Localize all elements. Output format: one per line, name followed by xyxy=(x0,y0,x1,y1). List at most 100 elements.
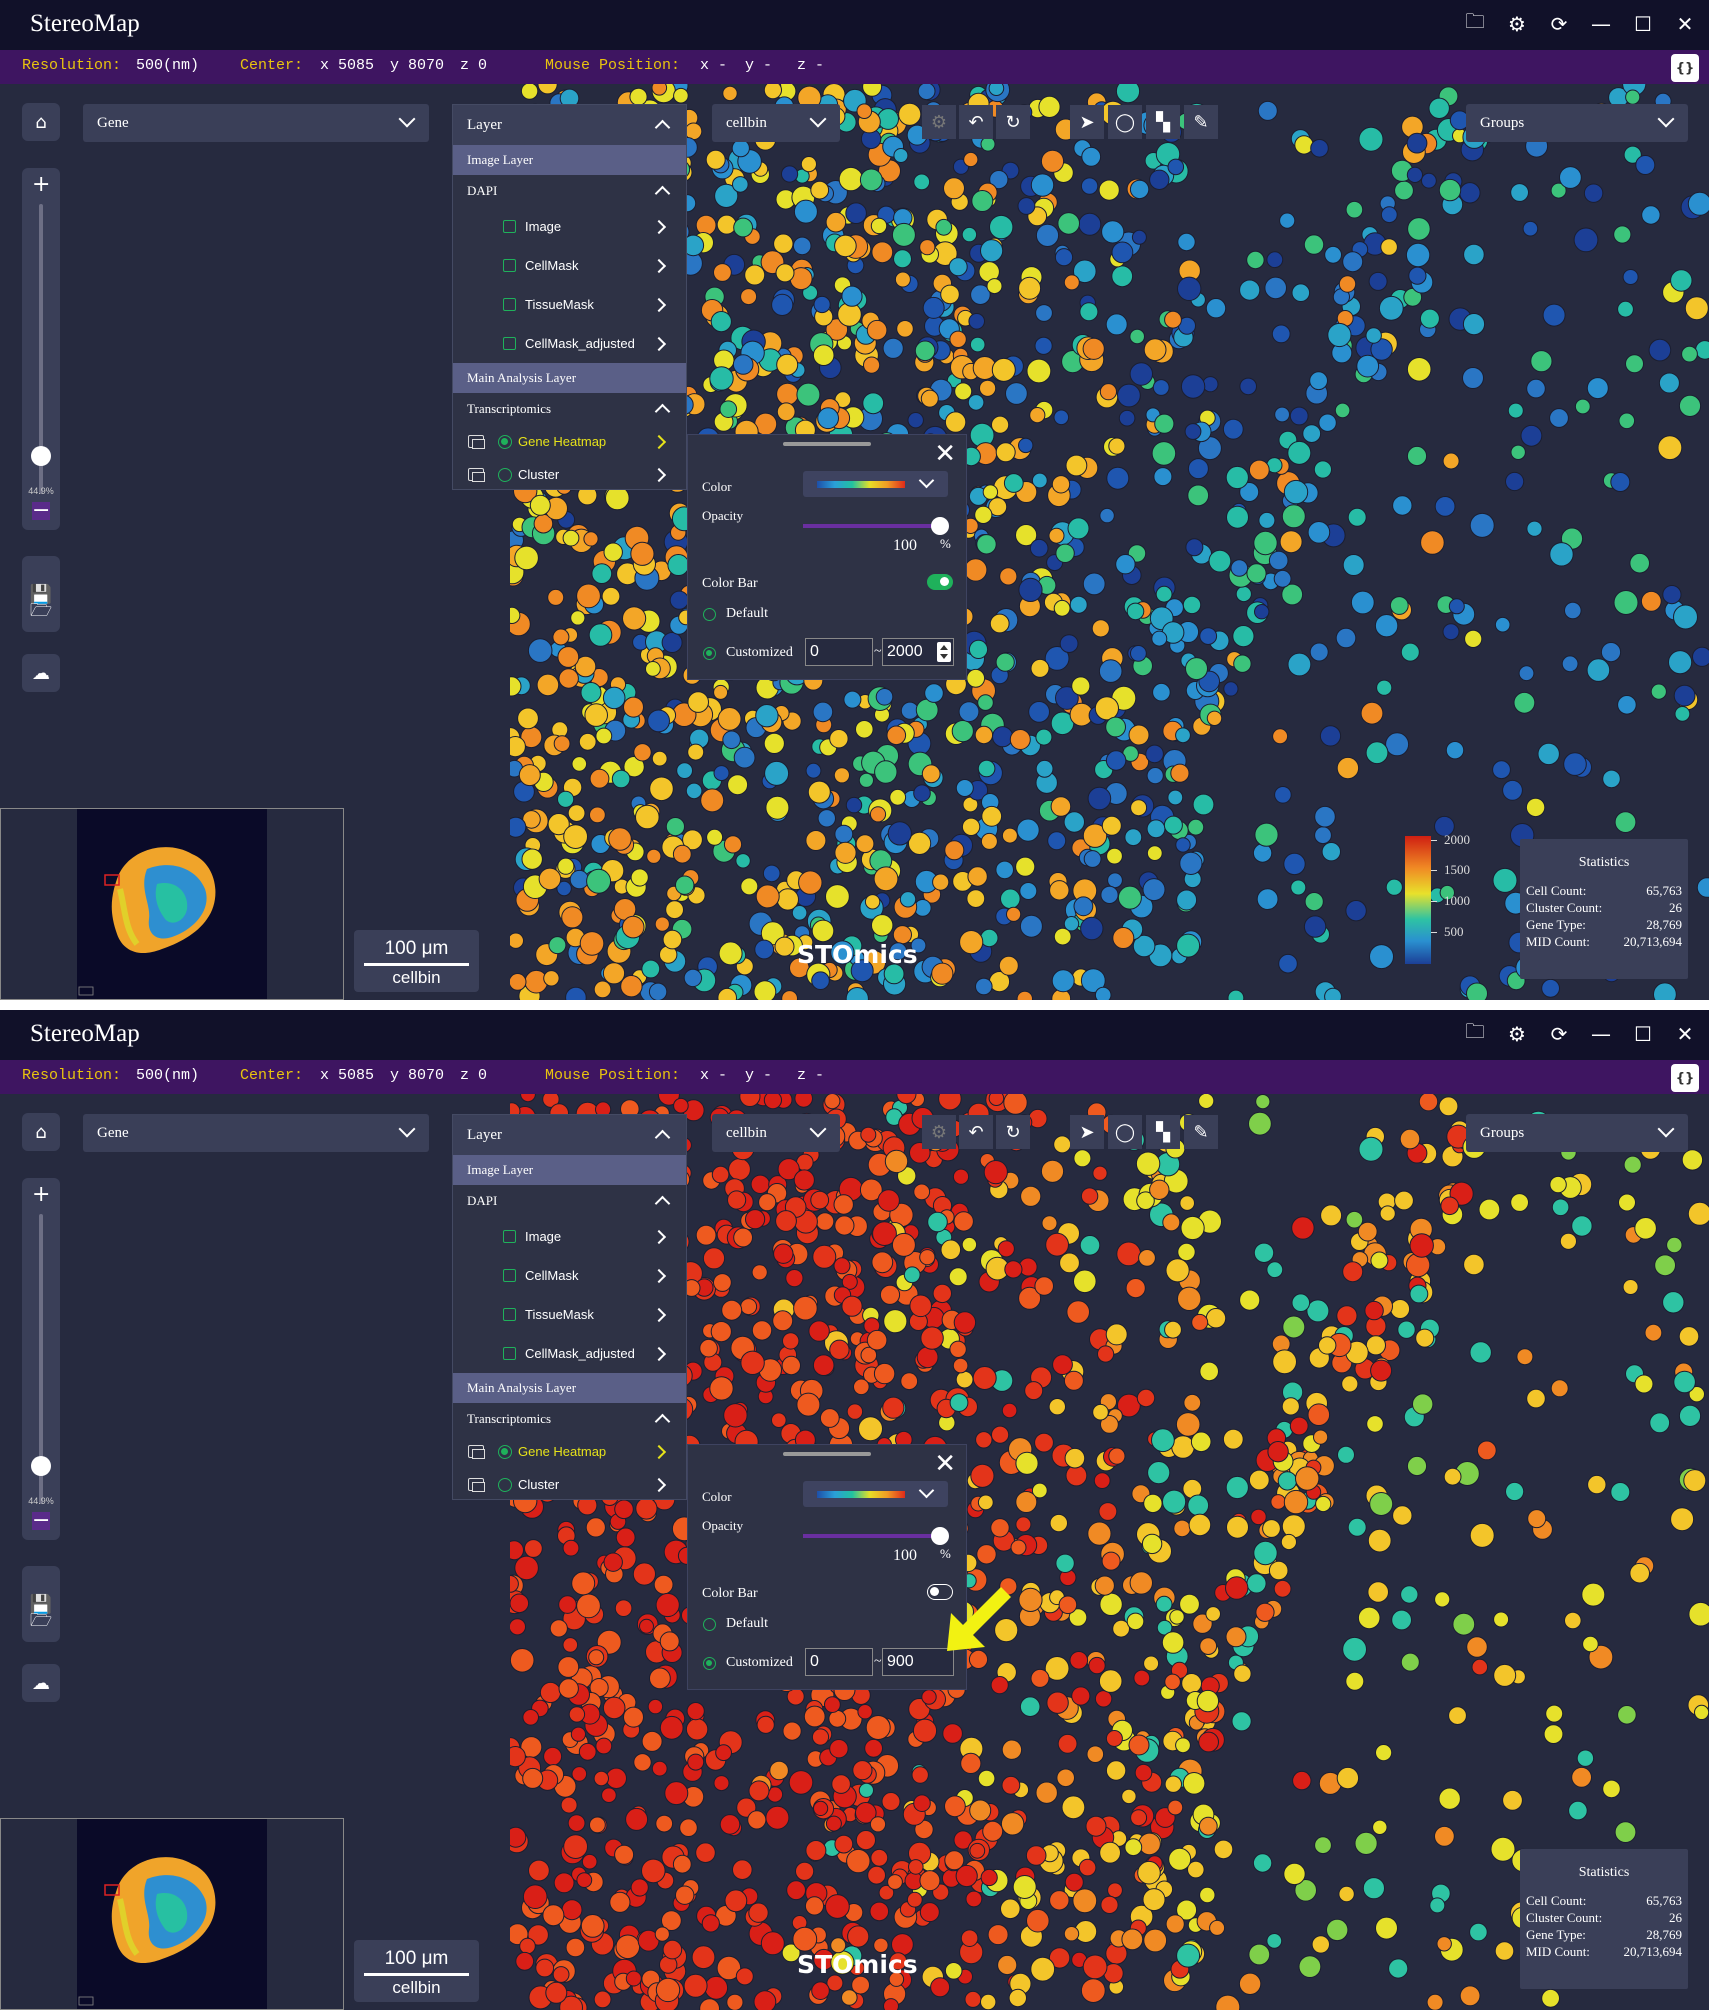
radio-unselected[interactable] xyxy=(498,1477,512,1492)
chevron-right-icon[interactable] xyxy=(651,1229,667,1244)
ruler-icon[interactable]: ✎ xyxy=(1184,105,1218,139)
zoom-out-icon[interactable]: − xyxy=(32,1508,51,1533)
gene-dropdown[interactable]: Gene xyxy=(83,104,429,142)
chevron-right-icon[interactable] xyxy=(651,1268,667,1283)
gene-heatmap-canvas[interactable] xyxy=(510,84,1709,1000)
radio-selected[interactable] xyxy=(498,434,512,449)
zoom-in-icon[interactable]: + xyxy=(32,172,51,197)
gene-dropdown[interactable]: Gene xyxy=(83,1114,429,1152)
range-max-input[interactable]: 900 xyxy=(882,1648,954,1676)
lasso-icon[interactable]: ◯ xyxy=(1108,105,1142,139)
drag-handle[interactable] xyxy=(783,442,871,446)
close-icon[interactable]: ✕ xyxy=(934,1449,956,1479)
code-icon[interactable]: {} xyxy=(1671,54,1699,82)
transcriptomics-group[interactable]: Transcriptomics xyxy=(453,393,686,425)
maximize-icon[interactable]: ☐ xyxy=(1634,12,1652,36)
settings-icon[interactable]: ⚙ xyxy=(922,105,956,139)
customized-radio[interactable] xyxy=(703,1657,716,1670)
chevron-right-icon[interactable] xyxy=(651,297,667,312)
redo-icon[interactable]: ↻ xyxy=(996,105,1030,139)
checkbox[interactable] xyxy=(503,337,516,350)
cell-map[interactable] xyxy=(510,84,1709,1000)
close-icon[interactable]: ✕ xyxy=(934,439,956,469)
zoom-out-icon[interactable]: − xyxy=(32,498,51,523)
layer-item-image[interactable]: Image xyxy=(453,207,686,246)
checkbox[interactable] xyxy=(503,298,516,311)
dapi-group[interactable]: DAPI xyxy=(453,1185,686,1217)
customized-radio[interactable] xyxy=(703,647,716,660)
rectangle-select-icon[interactable]: ▚ xyxy=(1146,105,1180,139)
layer-item-tissuemask[interactable]: TissueMask xyxy=(453,285,686,324)
layer-item-cellmask[interactable]: CellMask xyxy=(453,1256,686,1295)
minimap-image[interactable] xyxy=(77,809,267,999)
chevron-right-icon[interactable] xyxy=(651,467,667,482)
save-icon[interactable]: 💾 xyxy=(29,1593,53,1615)
redo-icon[interactable]: ↻ xyxy=(996,1115,1030,1149)
layer-panel-header[interactable]: Layer xyxy=(453,1115,686,1155)
folder-open-icon[interactable]: 🗀 xyxy=(1465,9,1485,33)
chevron-right-icon[interactable] xyxy=(651,219,667,234)
zoom-thumb[interactable] xyxy=(31,1456,51,1476)
zoom-in-icon[interactable]: + xyxy=(32,1182,51,1207)
ruler-icon[interactable]: ✎ xyxy=(1184,1115,1218,1149)
colormap-select[interactable] xyxy=(803,1481,948,1507)
cloud-download-icon[interactable]: ☁ xyxy=(22,1664,60,1702)
minimize-icon[interactable]: — xyxy=(1591,1022,1611,1046)
refresh-icon[interactable]: ⟳ xyxy=(1550,12,1568,36)
checkbox[interactable] xyxy=(503,220,516,233)
color-bar-toggle[interactable] xyxy=(927,1584,953,1600)
save-icon[interactable]: 💾 xyxy=(29,583,53,605)
opacity-slider[interactable] xyxy=(803,1527,949,1545)
layer-item-cellmask[interactable]: CellMask xyxy=(453,246,686,285)
color-bar-toggle[interactable] xyxy=(927,574,953,590)
layer-item-gene-heatmap[interactable]: Gene Heatmap xyxy=(453,1435,686,1468)
zoom-thumb[interactable] xyxy=(31,446,51,466)
home-icon[interactable]: ⌂ xyxy=(22,103,60,141)
chevron-right-icon[interactable] xyxy=(651,1444,667,1459)
settings-icon[interactable]: ⚙ xyxy=(922,1115,956,1149)
undo-icon[interactable]: ↶ xyxy=(959,1115,993,1149)
cellbin-dropdown[interactable]: cellbin xyxy=(712,1114,840,1152)
layer-item-tissuemask[interactable]: TissueMask xyxy=(453,1295,686,1334)
checkbox[interactable] xyxy=(503,1308,516,1321)
layer-item-cellmask-adjusted[interactable]: CellMask_adjusted xyxy=(453,1334,686,1373)
layers-icon[interactable] xyxy=(468,468,485,482)
home-icon[interactable]: ⌂ xyxy=(22,1113,60,1151)
cellbin-dropdown[interactable]: cellbin xyxy=(712,104,840,142)
chevron-up-icon[interactable] xyxy=(654,1195,671,1212)
stepper-icon[interactable] xyxy=(937,642,951,662)
radio-unselected[interactable] xyxy=(498,467,512,482)
layers-icon[interactable] xyxy=(468,1478,485,1492)
opacity-slider-thumb[interactable] xyxy=(931,517,949,535)
radio-selected[interactable] xyxy=(498,1444,512,1459)
layers-icon[interactable] xyxy=(468,435,485,449)
layer-item-cluster[interactable]: Cluster xyxy=(453,1468,686,1501)
undo-icon[interactable]: ↶ xyxy=(959,105,993,139)
close-icon[interactable]: ✕ xyxy=(1676,12,1694,36)
chevron-right-icon[interactable] xyxy=(651,1477,667,1492)
pointer-icon[interactable]: ➤ xyxy=(1070,1115,1104,1149)
chevron-up-icon[interactable] xyxy=(654,1413,671,1430)
zoom-slider[interactable]: + 44.9% − xyxy=(22,1178,60,1540)
rectangle-select-icon[interactable]: ▚ xyxy=(1146,1115,1180,1149)
chevron-right-icon[interactable] xyxy=(651,258,667,273)
gear-icon[interactable]: ⚙ xyxy=(1508,12,1526,36)
dapi-group[interactable]: DAPI xyxy=(453,175,686,207)
opacity-slider[interactable] xyxy=(803,517,949,535)
layer-item-cellmask-adjusted[interactable]: CellMask_adjusted xyxy=(453,324,686,363)
range-min-input[interactable]: 0 xyxy=(805,1648,873,1676)
transcriptomics-group[interactable]: Transcriptomics xyxy=(453,1403,686,1435)
layer-item-image[interactable]: Image xyxy=(453,1217,686,1256)
cloud-download-icon[interactable]: ☁ xyxy=(22,654,60,692)
refresh-icon[interactable]: ⟳ xyxy=(1550,1022,1568,1046)
folder-open-icon[interactable]: 🗀 xyxy=(1465,1019,1485,1043)
checkbox[interactable] xyxy=(503,1230,516,1243)
drag-handle[interactable] xyxy=(783,1452,871,1456)
code-icon[interactable]: {} xyxy=(1671,1064,1699,1092)
zoom-slider[interactable]: + 44.9% − xyxy=(22,168,60,530)
range-min-input[interactable]: 0 xyxy=(805,638,873,666)
minimap-image[interactable] xyxy=(77,1819,267,2009)
maximize-icon[interactable]: ☐ xyxy=(1634,1022,1652,1046)
gear-icon[interactable]: ⚙ xyxy=(1508,1022,1526,1046)
default-radio[interactable] xyxy=(703,608,716,621)
